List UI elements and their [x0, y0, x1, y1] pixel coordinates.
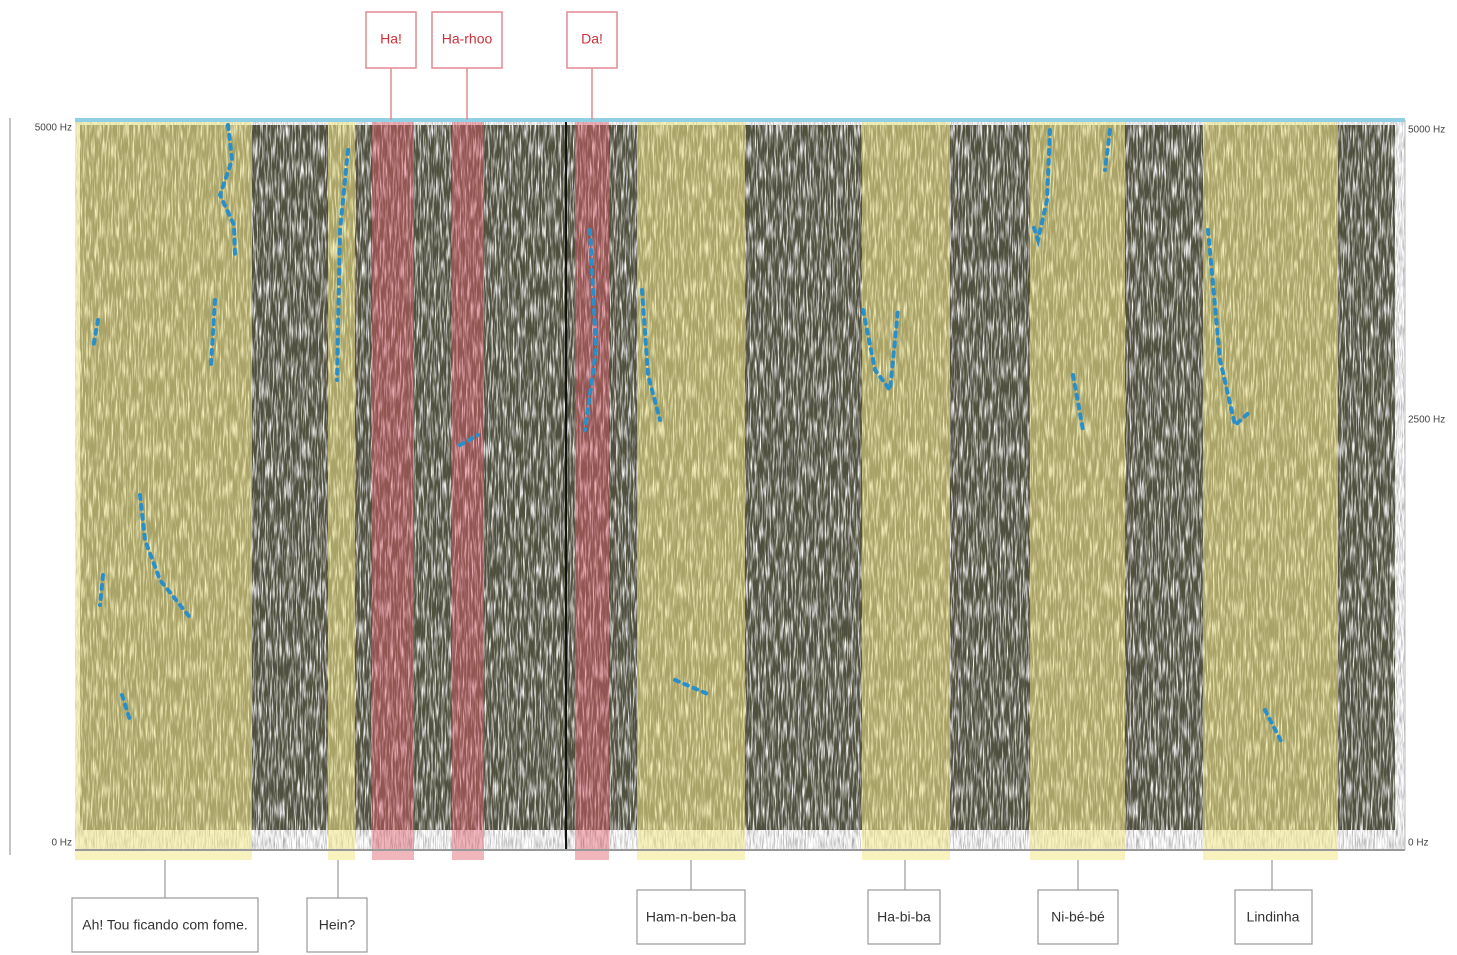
bottom-label: Lindinha — [1247, 909, 1300, 925]
pitch-track — [209, 298, 217, 367]
yellow-region — [1030, 120, 1125, 860]
label-box — [71, 897, 259, 953]
pitch-track — [1263, 708, 1285, 747]
pitch-track — [120, 693, 132, 722]
label-box — [566, 11, 618, 69]
yellow-region — [75, 120, 252, 860]
axis-label: 5000 Hz — [35, 123, 72, 134]
label-box — [636, 889, 746, 945]
label-box — [1234, 889, 1313, 945]
energy — [452, 300, 484, 820]
energy — [372, 125, 414, 825]
label-box — [431, 11, 503, 69]
pitch-track — [138, 493, 194, 622]
bottom-label: Ah! Tou ficando com fome. — [82, 917, 248, 933]
yellow-region — [862, 120, 950, 860]
top-label-boxes — [365, 11, 618, 120]
pitch-track — [91, 318, 100, 350]
label-box — [306, 897, 368, 953]
pitch-track — [98, 573, 105, 607]
pitch-track — [673, 678, 712, 697]
pitch-track — [458, 433, 480, 447]
axis-label: 5000 Hz — [1408, 125, 1445, 136]
pitch-track — [861, 308, 900, 396]
bottom-label: Ha-bi-ba — [877, 909, 931, 925]
pitch-track — [1206, 228, 1254, 429]
top-label: Ha! — [380, 31, 402, 47]
bottom-label: Ni-bé-bé — [1051, 909, 1105, 925]
pitch-track — [1031, 128, 1052, 248]
bottom-label: Hein? — [319, 917, 356, 933]
axis-label: 0 Hz — [1408, 838, 1429, 849]
pitch-track — [583, 228, 599, 432]
pitch-track — [217, 123, 237, 257]
top-label: Da! — [581, 31, 603, 47]
top-label: Ha-rhoo — [442, 31, 493, 47]
pitch-track — [1103, 128, 1112, 172]
label-box — [365, 11, 417, 69]
axis-label: 0 Hz — [51, 838, 72, 849]
highlight-regions — [75, 120, 1338, 860]
bottom-label: Ham-n-ben-ba — [646, 909, 736, 925]
pitch-track — [640, 288, 662, 422]
yellow-region — [1203, 120, 1338, 860]
label-box — [867, 889, 941, 945]
energy — [795, 480, 850, 770]
bottom-label-boxes — [71, 860, 1313, 953]
pitch-track — [335, 148, 350, 382]
red-region — [372, 120, 414, 860]
pitch-tracks — [91, 123, 1285, 747]
yellow-region — [637, 120, 745, 860]
pitch-track — [1071, 373, 1085, 432]
axis-label: 2500 Hz — [1408, 415, 1445, 426]
energy — [1345, 490, 1395, 770]
red-region — [452, 120, 484, 860]
label-box — [1037, 889, 1119, 945]
